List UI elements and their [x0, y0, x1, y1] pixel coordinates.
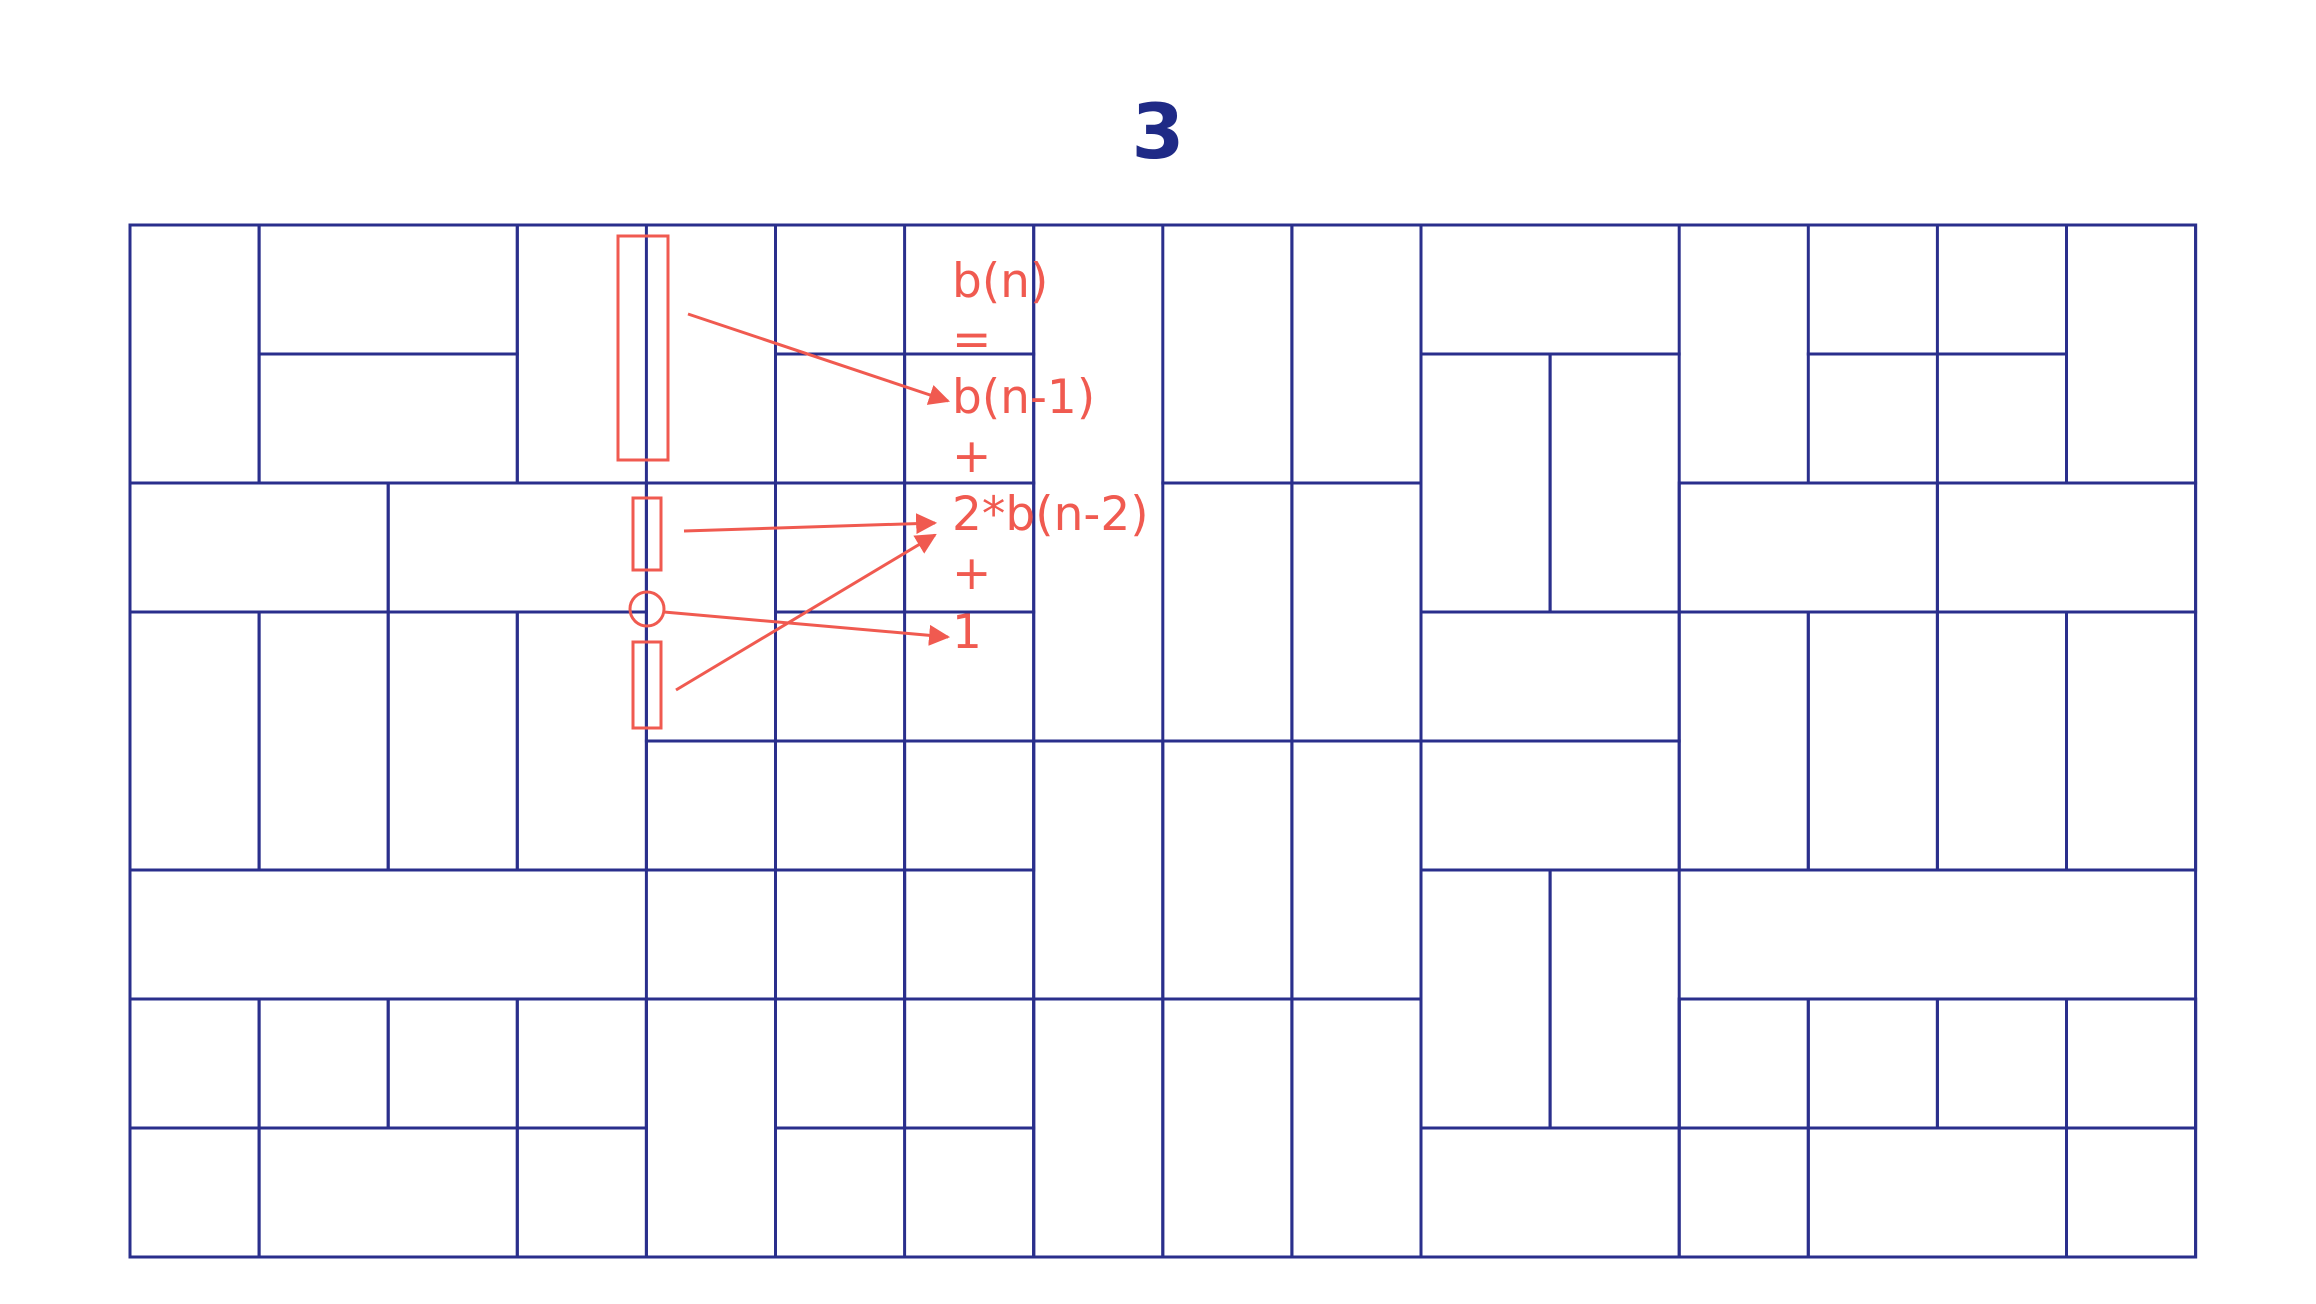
- domino-vertical: [1161, 481, 1294, 743]
- domino-vertical: [1290, 997, 1423, 1259]
- domino-vertical: [2065, 223, 2198, 485]
- domino-vertical: [1548, 868, 1681, 1130]
- domino-horizontal: [128, 481, 390, 614]
- formula-line-6: +: [952, 546, 991, 601]
- domino-vertical: [1290, 223, 1423, 485]
- domino-tiling: [128, 223, 2198, 1259]
- domino-vertical: [644, 997, 778, 1259]
- domino-horizontal: [1806, 1126, 2069, 1259]
- domino-vertical: [128, 610, 261, 872]
- arrow-to-1: [663, 610, 951, 646]
- domino-vertical: [1290, 481, 1423, 743]
- highlight-vertical-mid: [631, 496, 663, 572]
- highlight-vertical-tall: [616, 234, 670, 462]
- formula-line-2: =: [952, 312, 991, 367]
- domino-horizontal: [1419, 739, 1681, 872]
- domino-vertical: [2065, 610, 2198, 872]
- domino-vertical: [1290, 739, 1423, 1001]
- domino-horizontal: [1419, 223, 1681, 356]
- formula-line-1: b(n): [952, 254, 1048, 309]
- domino-vertical: [1161, 739, 1294, 1001]
- domino-vertical: [1161, 223, 1294, 485]
- domino-vertical: [128, 223, 261, 485]
- recurrence-formula: b(n) = b(n-1) + 2*b(n-2) + 1: [952, 254, 1149, 660]
- arrow-to-2bn2-a: [683, 513, 938, 535]
- domino-vertical: [1935, 610, 2069, 872]
- domino-vertical: [1548, 352, 1681, 614]
- domino-vertical: [515, 610, 648, 872]
- domino-vertical: [257, 610, 390, 872]
- highlight-circle: [628, 590, 666, 628]
- formula-line-7: 1: [952, 605, 982, 660]
- domino-vertical: [1419, 868, 1552, 1130]
- domino-vertical: [644, 481, 778, 743]
- domino-horizontal: [1677, 481, 1939, 614]
- domino-horizontal: [1419, 1126, 1681, 1259]
- domino-vertical: [1161, 997, 1294, 1259]
- domino-horizontal: [257, 223, 519, 356]
- domino-horizontal: [1935, 481, 2198, 614]
- domino-vertical: [1032, 997, 1165, 1259]
- arrow-to-bn1: [687, 312, 950, 405]
- diagram-title: 3: [1132, 87, 1185, 176]
- arrow-to-2bn2-b: [675, 533, 937, 692]
- domino-vertical: [1806, 610, 1939, 872]
- domino-horizontal: [386, 481, 648, 614]
- annotation-layer: [616, 234, 951, 730]
- highlight-vertical-low: [631, 640, 663, 730]
- domino-horizontal: [257, 1126, 519, 1259]
- tiling-border: [128, 223, 2198, 1259]
- domino-horizontal: [257, 352, 519, 485]
- formula-line-5: 2*b(n-2): [952, 487, 1149, 542]
- domino-vertical: [1677, 610, 1810, 872]
- domino-vertical: [515, 223, 648, 485]
- domino-vertical: [1419, 352, 1552, 614]
- domino-vertical: [1032, 739, 1165, 1001]
- formula-line-4: +: [952, 429, 991, 484]
- domino-vertical: [386, 610, 519, 872]
- formula-line-3: b(n-1): [952, 370, 1095, 425]
- domino-horizontal: [1419, 610, 1681, 743]
